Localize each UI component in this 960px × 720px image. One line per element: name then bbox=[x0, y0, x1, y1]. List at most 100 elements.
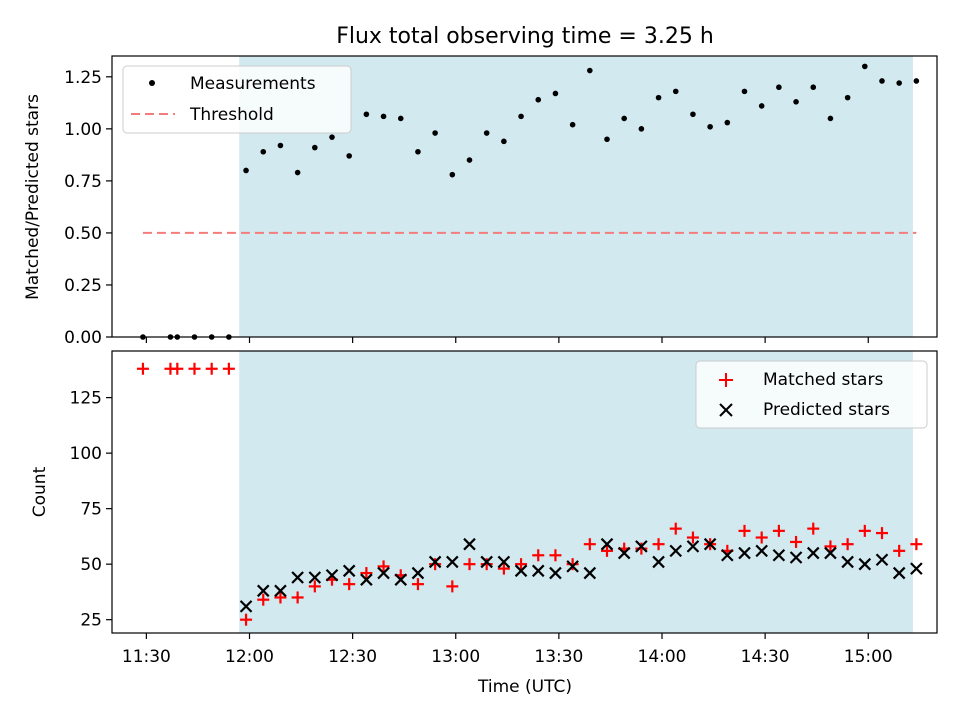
matched-stars-point bbox=[858, 524, 871, 537]
measurement-point bbox=[294, 169, 301, 176]
predicted-stars-point bbox=[806, 546, 820, 560]
matched-stars-point bbox=[893, 544, 906, 557]
matched-stars-point bbox=[515, 558, 528, 571]
ratio-legend-measurements-label: Measurements bbox=[190, 74, 316, 94]
matched-stars-point bbox=[549, 549, 562, 562]
matched-stars-point bbox=[343, 578, 356, 591]
predicted-stars-point bbox=[600, 537, 614, 551]
measurement-point bbox=[483, 130, 490, 136]
chart-title: Flux total observing time = 3.25 h bbox=[336, 24, 714, 49]
measurement-point bbox=[638, 126, 645, 132]
count-legend-predicted-label: Predicted stars bbox=[763, 400, 890, 420]
measurement-point bbox=[243, 167, 249, 174]
measurement-point bbox=[346, 153, 352, 159]
count-legend-predicted-marker bbox=[719, 403, 733, 417]
measurement-point bbox=[380, 113, 387, 120]
predicted-stars-point bbox=[480, 555, 493, 569]
ratio-panel-marks bbox=[140, 63, 920, 340]
matched-stars-point bbox=[772, 524, 785, 537]
measurement-point bbox=[827, 115, 834, 122]
measurement-point bbox=[724, 119, 731, 126]
measurement-point bbox=[604, 136, 610, 143]
measurement-point bbox=[552, 90, 559, 97]
matched-stars-point bbox=[532, 549, 545, 562]
matched-stars-point bbox=[876, 527, 888, 540]
predicted-stars-point bbox=[256, 584, 270, 598]
ratio-panel: 0.00 0.25 0.50 0.75 1.00 1.25 Matched/Predict… bbox=[23, 55, 938, 348]
count-y-tick-label: 25 bbox=[80, 611, 102, 631]
measurement-point bbox=[415, 148, 421, 155]
predicted-stars-point bbox=[892, 566, 906, 580]
matched-stars-point bbox=[291, 591, 304, 604]
matched-stars-point bbox=[463, 558, 476, 571]
ratio-y-tick-label: 1.00 bbox=[64, 120, 102, 140]
matched-stars-point bbox=[171, 362, 184, 375]
matched-stars-point bbox=[807, 522, 820, 535]
measurement-point bbox=[758, 103, 765, 109]
predicted-stars-point bbox=[274, 584, 287, 598]
predicted-stars-point bbox=[858, 557, 872, 571]
measurement-point bbox=[363, 111, 370, 118]
predicted-stars-point bbox=[446, 555, 459, 569]
x-tick-label: 14:00 bbox=[638, 647, 687, 667]
count-y-tick-label: 125 bbox=[70, 389, 102, 409]
ratio-panel-legend: Measurements Threshold bbox=[122, 65, 352, 134]
matched-stars-point bbox=[652, 538, 665, 551]
predicted-stars-point bbox=[549, 566, 562, 580]
predicted-stars-point bbox=[755, 544, 768, 558]
measurement-point bbox=[741, 88, 748, 95]
matched-stars-point bbox=[480, 558, 493, 571]
matched-stars-point bbox=[360, 567, 373, 580]
ratio-panel-frame bbox=[111, 55, 938, 338]
ratio-y-tick-label: 0.25 bbox=[64, 276, 102, 296]
matched-stars-point bbox=[601, 544, 613, 557]
x-axis-label: Time (UTC) bbox=[477, 677, 572, 697]
x-tick-label: 13:30 bbox=[534, 647, 583, 667]
measurement-point bbox=[587, 67, 593, 74]
predicted-stars-point bbox=[514, 564, 528, 578]
predicted-stars-point bbox=[308, 571, 322, 584]
matched-stars-point bbox=[308, 580, 321, 593]
measurement-point bbox=[776, 84, 782, 91]
predicted-stars-point bbox=[239, 600, 253, 613]
matched-stars-point bbox=[738, 524, 751, 537]
predicted-stars-point bbox=[652, 555, 665, 569]
predicted-stars-point bbox=[497, 555, 511, 569]
predicted-stars-point bbox=[617, 546, 631, 560]
predicted-stars-point bbox=[428, 555, 442, 569]
measurement-point bbox=[569, 121, 576, 128]
matched-stars-point bbox=[497, 562, 510, 575]
measurement-point bbox=[690, 111, 696, 118]
predicted-stars-point bbox=[291, 571, 304, 584]
measurement-point bbox=[879, 78, 885, 84]
predicted-stars-point bbox=[342, 564, 356, 578]
measurement-point bbox=[707, 123, 713, 130]
matched-stars-point bbox=[686, 531, 699, 544]
measurement-point bbox=[518, 113, 524, 120]
measurement-point bbox=[672, 88, 679, 95]
x-tick-label: 15:00 bbox=[844, 647, 893, 667]
predicted-stars-point bbox=[824, 546, 837, 560]
measurement-point bbox=[501, 138, 507, 145]
predicted-stars-point bbox=[377, 566, 390, 580]
x-tick-label: 12:30 bbox=[328, 647, 377, 667]
predicted-stars-point bbox=[360, 573, 373, 586]
ratio-panel-x-ticks bbox=[145, 337, 869, 343]
predicted-stars-point bbox=[463, 537, 476, 551]
count-legend-matched-label: Matched stars bbox=[763, 370, 883, 390]
predicted-stars-point bbox=[910, 562, 923, 575]
measurement-point bbox=[277, 142, 284, 149]
ratio-legend-measurements-marker bbox=[149, 80, 155, 86]
measurement-point bbox=[449, 171, 456, 178]
count-panel-x-ticks: 11:30 12:00 12:30 13:00 13:30 14:00 14:30 15:00 bbox=[122, 633, 893, 667]
measurement-point bbox=[432, 130, 438, 136]
matched-stars-point bbox=[240, 613, 253, 626]
ratio-legend-box bbox=[122, 65, 352, 134]
count-panel-ylabel: Count bbox=[30, 466, 50, 517]
measurement-point bbox=[312, 144, 318, 151]
measurement-point bbox=[260, 148, 267, 155]
predicted-stars-point bbox=[721, 549, 734, 562]
predicted-stars-point bbox=[566, 560, 579, 573]
measurement-point bbox=[655, 94, 662, 101]
count-panel-marks bbox=[136, 362, 923, 626]
